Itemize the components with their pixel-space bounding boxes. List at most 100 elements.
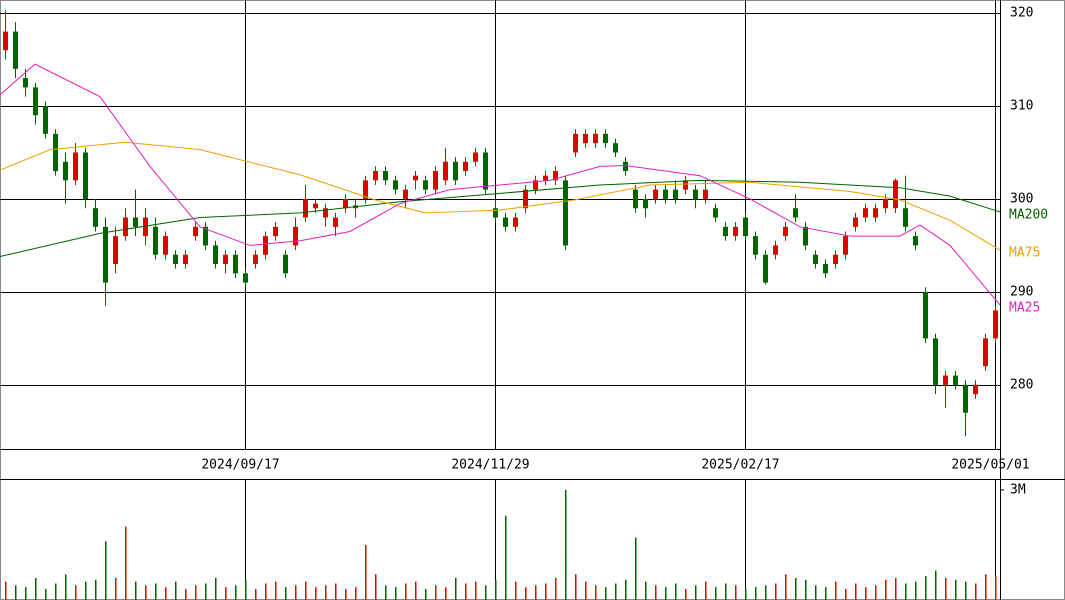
volume-bar [225,587,227,600]
candle-body [793,208,798,218]
volume-bar [795,577,797,600]
candle-body [343,198,348,209]
volume-bar [745,588,747,600]
candle-body [493,208,498,218]
volume-bar [875,585,877,600]
volume-bar [785,574,787,600]
volume-bar [715,587,717,600]
candle-body [523,189,528,209]
volume-bar [375,574,377,600]
volume-bar [195,585,197,600]
y-tick-label: 290 [1010,284,1033,299]
candle-body [713,208,718,218]
volume-bar [355,587,357,600]
candle-body [23,78,28,88]
volume-bar [705,581,707,600]
volume-bar [425,588,427,600]
volume-bar [945,577,947,600]
volume-bar [265,583,267,600]
candle-body [233,254,238,274]
volume-bar [635,537,637,600]
volume-bar [235,585,237,600]
volume-bar [735,585,737,600]
candle-body [403,189,408,199]
candle-body [263,236,268,255]
candle-body [563,180,568,246]
candle-body [363,180,368,199]
candle-body [903,208,908,227]
volume-bar [965,581,967,600]
volume-bar [315,587,317,600]
volume-bar [335,583,337,600]
volume-bar [545,583,547,600]
candle-body [813,254,818,265]
candle-body [423,180,428,190]
candle-body [453,161,458,181]
candle-body [893,180,898,209]
candle-body [533,180,538,190]
volume-bar [755,587,757,600]
candle-body [203,226,208,246]
volume-bar [675,583,677,600]
candle-body [93,208,98,227]
volume-bar [565,489,567,600]
candle-body [473,152,478,162]
volume-bar [725,583,727,600]
candle-body [123,217,128,237]
volume-bar [75,585,77,600]
volume-bar [835,581,837,600]
candle-body [13,31,18,69]
candle-body [313,203,318,209]
candle-body [673,189,678,199]
volume-bar [575,574,577,600]
volume-bar [695,585,697,600]
candle-body [933,338,938,385]
volume-bar [165,587,167,600]
candle-body [43,105,48,134]
candle-body [413,175,418,181]
volume-bar [125,526,127,600]
volume-bar [455,577,457,600]
candle-body [443,161,448,181]
volume-bar [215,577,217,600]
volume-bar [105,541,107,600]
candle-body [643,198,648,209]
volume-bar [185,588,187,600]
candle-body [373,171,378,181]
volume-bar [665,587,667,600]
volume-bar [505,515,507,600]
candle-body [603,133,608,144]
volume-bar [345,588,347,600]
candle-body [843,236,848,255]
candle-body [853,217,858,227]
candle-body [973,384,978,395]
volume-bar [385,585,387,600]
volume-bar [485,585,487,600]
volume-bar [395,587,397,600]
candle-body [693,189,698,199]
candle-body [613,143,618,153]
candle-body [543,175,548,181]
volume-bar [245,579,247,600]
candle-body [553,171,558,181]
candle-body [633,189,638,209]
candle-body [953,375,958,385]
candle-body [193,226,198,237]
candle-body [393,180,398,190]
x-tick-label: 2024/11/29 [451,458,529,473]
candle-body [883,198,888,209]
candle-body [573,133,578,153]
candle-body [823,264,828,274]
candle-body [993,310,998,339]
volume-bar [65,574,67,600]
candle-body [33,87,38,116]
candle-body [303,198,308,218]
candle-body [183,254,188,265]
candle-body [273,226,278,237]
volume-bar [365,544,367,600]
volume-bar [305,581,307,600]
moving-average [0,63,1001,306]
candle-body [323,208,328,218]
volume-bar [765,585,767,600]
